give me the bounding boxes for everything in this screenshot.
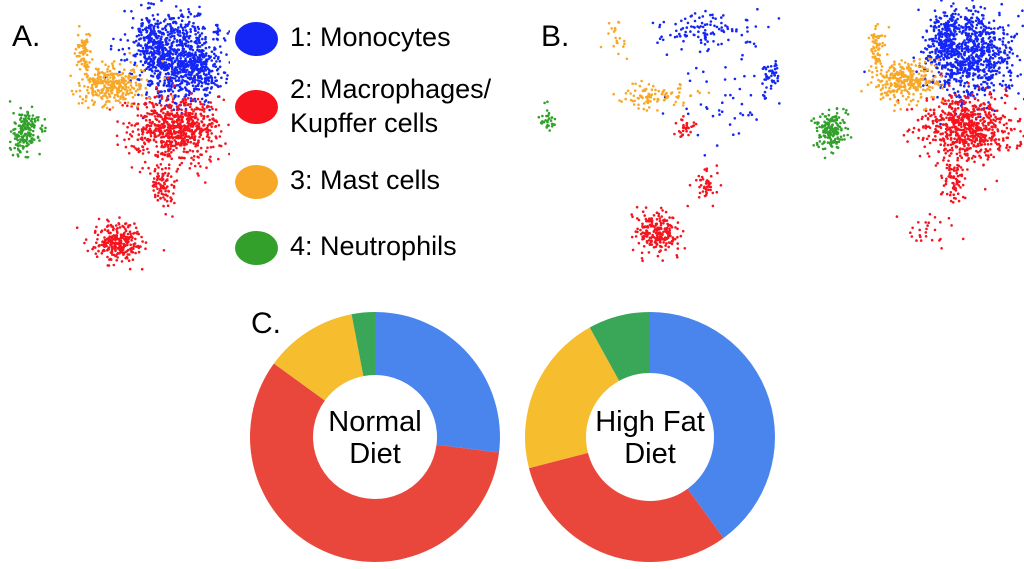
umap-plot-high-fat-diet [810,0,1024,250]
umap-b1-cluster-monocytes-edge [761,59,780,90]
legend-item-mast-cells: 3: Mast cells [235,163,440,199]
donut-charts: Normal Diet High Fat Diet [250,312,775,562]
umap-b2-cluster-macrophages-strand [940,147,969,227]
legend-label-macrophages: 2: Macrophages/ Kupffer cells [290,72,491,140]
legend-item-macrophages: 2: Macrophages/ Kupffer cells [235,72,491,140]
legend-item-monocytes: 1: Monocytes [235,20,451,56]
legend-label-macrophages-line-2: Kupffer cells [290,108,439,138]
legend-swatch-mast-cells [235,165,278,199]
donut-slice-normal-diet-neutrophils [351,312,375,377]
legend-label-monocytes-line: 1: Monocytes [290,22,451,52]
umap-a-cluster-monocytes-edge [119,2,173,89]
donut-slice-high-fat-diet-neutrophils [589,312,650,381]
donut-slice-normal-diet-mast-cells [273,314,364,401]
umap-a-cluster-mast-cells [69,51,174,110]
umap-b2-cluster-mast-cells-tail [867,22,891,74]
umap-a-cluster-macrophages [108,76,230,184]
legend-label-mast-cells-line: 3: Mast cells [290,165,441,195]
donut-center-label-high-fat-diet: High Fat Diet [595,406,705,470]
donut-center-label-normal-diet: Normal Diet [328,406,421,470]
legend-label-neutrophils-line: 4: Neutrophils [290,231,457,261]
umap-a-cluster-mast-cells-tail [73,24,92,72]
umap-b1-cluster-neutrophils [537,100,557,132]
umap-a-cluster-monocytes-tail [189,53,219,97]
umap-a-cluster-neutrophils [8,100,47,159]
legend-label-macrophages-line-1: 2: Macrophages/ [290,74,492,104]
legend-item-neutrophils: 4: Neutrophils [235,229,457,265]
umap-b1-cluster-kupffer [630,205,687,263]
umap-b2-cluster-macrophages [896,72,1024,191]
donut-slice-high-fat-diet-monocytes [650,312,775,539]
umap-b1-cluster-mast-cells-tail [599,20,629,61]
donut-slice-high-fat-diet-mast-cells [525,327,620,469]
legend-label-mast-cells: 3: Mast cells [290,163,440,197]
legend-swatch-monocytes [235,22,278,56]
donut-slice-normal-diet-macrophages [250,363,500,562]
panel-label-b: B. [541,20,570,53]
umap-b1-cluster-macrophages-strand [686,164,723,208]
legend-label-neutrophils: 4: Neutrophils [290,229,457,263]
legend-swatch-macrophages [235,90,278,124]
umap-b1-cluster-monocytes-scatter [661,40,781,157]
umap-plot-all-cells [8,0,230,271]
panel-label-a: A. [12,20,41,53]
legend-label-monocytes: 1: Monocytes [290,20,451,54]
umap-b1-cluster-macrophages [673,115,698,138]
donut-slice-high-fat-diet-macrophages [528,452,724,562]
umap-b2-cluster-monocytes-edge [924,4,968,71]
umap-b1-cluster-mast-cells [612,79,711,112]
donut-chart-normal-diet: Normal Diet [250,312,501,562]
donut-chart-high-fat-diet: High Fat Diet [525,312,775,562]
cluster-legend: 1: Monocytes 2: Macrophages/ Kupffer cel… [230,0,520,275]
umap-b2-cluster-neutrophils [810,107,853,160]
legend-swatch-neutrophils [235,231,278,265]
umap-b2-cluster-monocytes [863,0,1024,126]
umap-a-cluster-macrophages-strand [149,151,179,218]
umap-b2-cluster-kupffer [895,212,965,250]
umap-plot-normal-diet [537,7,781,263]
umap-b2-cluster-mast-cells [860,57,944,112]
umap-b1-cluster-monocytes [651,7,781,61]
panel-label-c: C. [251,307,281,340]
umap-a-cluster-kupffer [75,216,166,271]
donut-slice-normal-diet-monocytes [375,312,501,453]
